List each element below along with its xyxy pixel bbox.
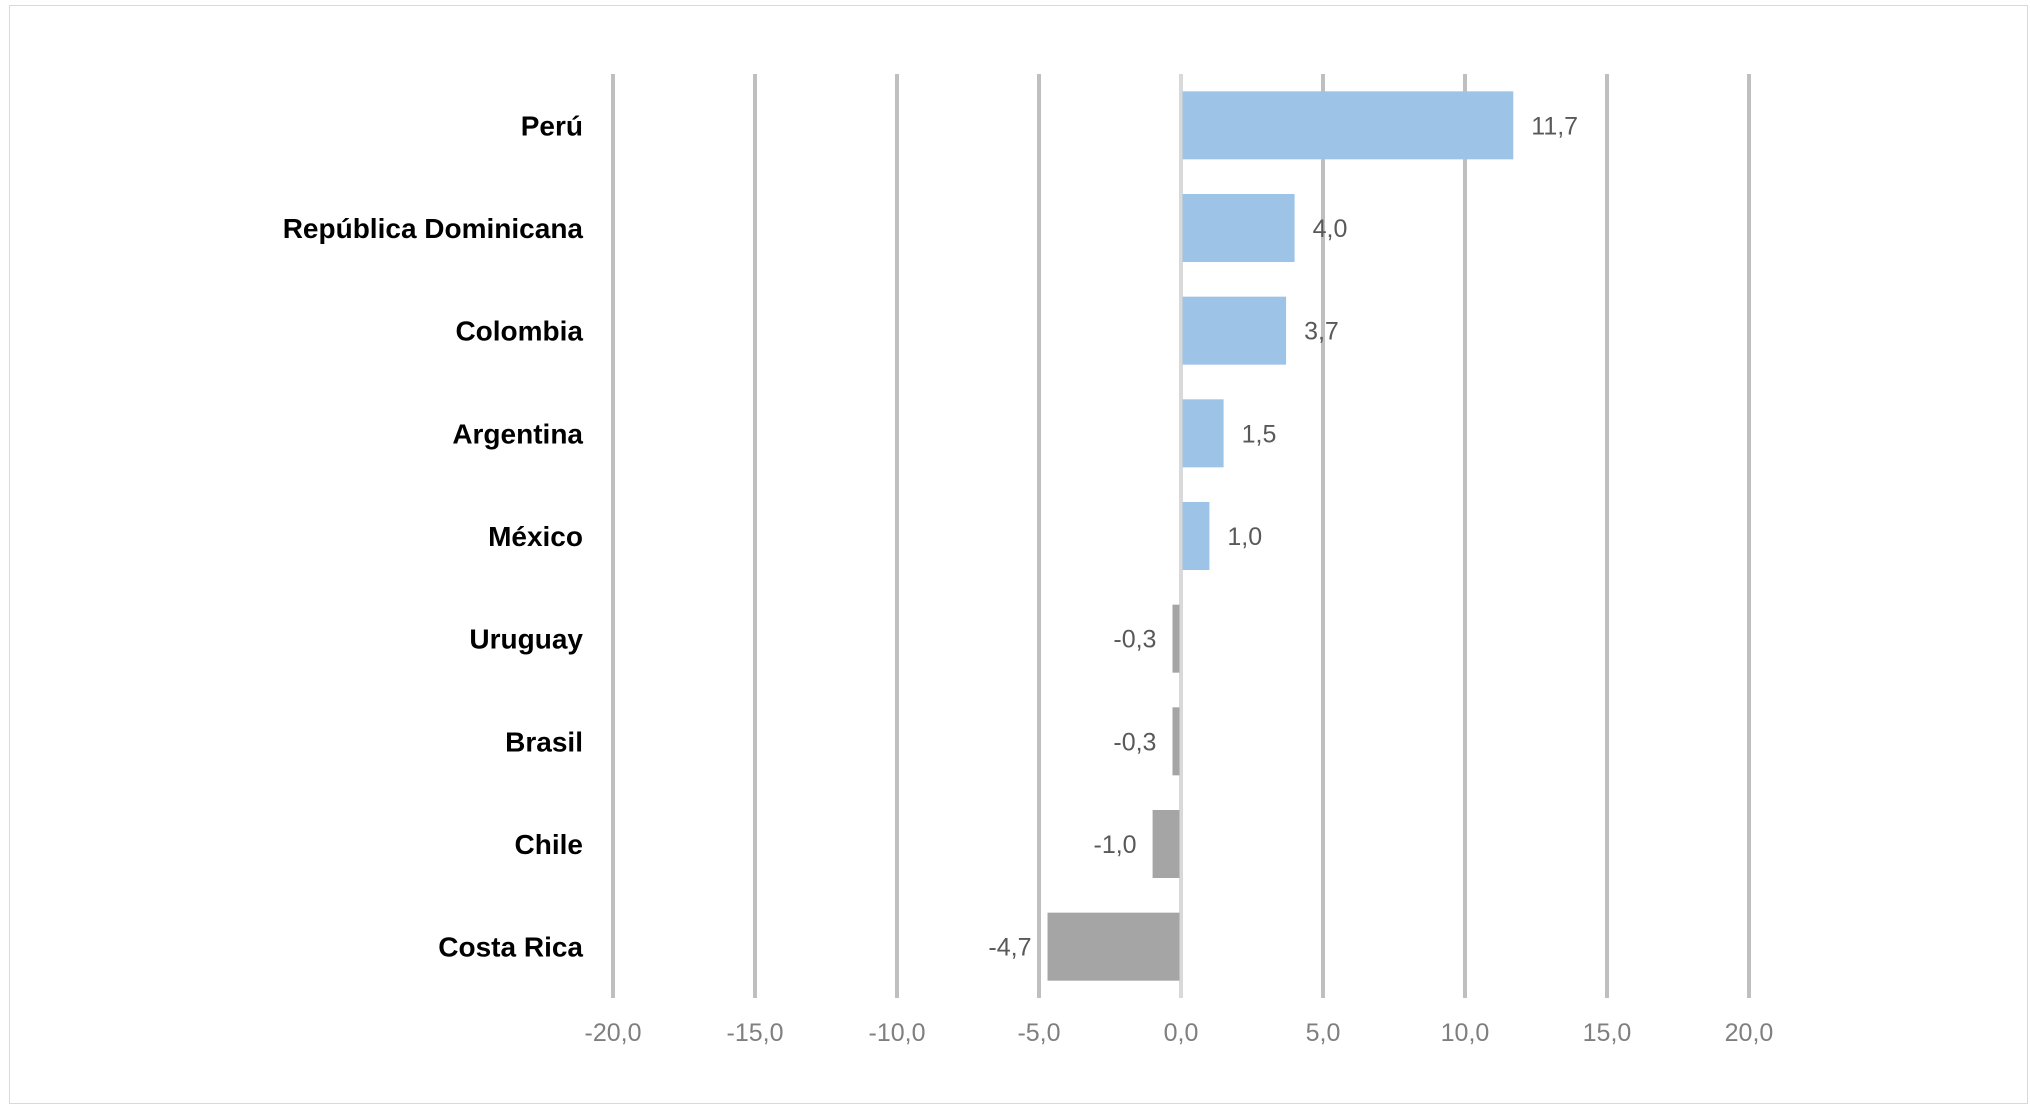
data-label: -1,0	[1094, 831, 1137, 859]
category-label: Costa Rica	[438, 932, 583, 963]
x-tick-label: 15,0	[1583, 1019, 1632, 1047]
data-label: 1,5	[1242, 420, 1277, 448]
x-tick-label: 0,0	[1164, 1019, 1199, 1047]
bar	[1152, 810, 1181, 878]
x-tick-label: -20,0	[585, 1019, 642, 1047]
category-label: México	[488, 521, 583, 552]
data-label: 11,7	[1531, 112, 1578, 140]
data-label: 4,0	[1313, 215, 1348, 243]
category-label: Argentina	[452, 418, 583, 449]
x-tick-label: 20,0	[1725, 1019, 1774, 1047]
category-label: Chile	[515, 829, 583, 860]
category-label: Uruguay	[469, 624, 583, 655]
x-tick-label: -10,0	[869, 1019, 926, 1047]
bar	[1172, 604, 1181, 673]
category-label: Colombia	[455, 316, 583, 347]
category-label: Perú	[521, 110, 583, 141]
data-label: -0,3	[1113, 728, 1156, 756]
data-label: -0,3	[1113, 626, 1156, 654]
x-tick-label: -15,0	[727, 1019, 784, 1047]
bar-chart: Perú República Dominicana Colombia Argentin…	[283, 74, 1774, 1047]
x-tick-label: 10,0	[1441, 1019, 1490, 1047]
chart-container: Perú República Dominicana Colombia Argentin…	[9, 5, 2028, 1104]
bar	[1181, 91, 1514, 160]
data-label: 1,0	[1227, 523, 1262, 551]
bar	[1181, 296, 1287, 365]
category-label: Brasil	[505, 726, 583, 757]
category-label: República Dominicana	[283, 213, 584, 244]
bar	[1181, 194, 1295, 262]
bar	[1172, 707, 1181, 776]
data-label: -4,7	[988, 934, 1031, 962]
bar	[1181, 399, 1224, 468]
x-tick-label: -5,0	[1017, 1019, 1060, 1047]
bar	[1181, 502, 1210, 570]
x-tick-label: 5,0	[1306, 1019, 1341, 1047]
data-label: 3,7	[1304, 318, 1339, 346]
bar	[1047, 912, 1181, 981]
